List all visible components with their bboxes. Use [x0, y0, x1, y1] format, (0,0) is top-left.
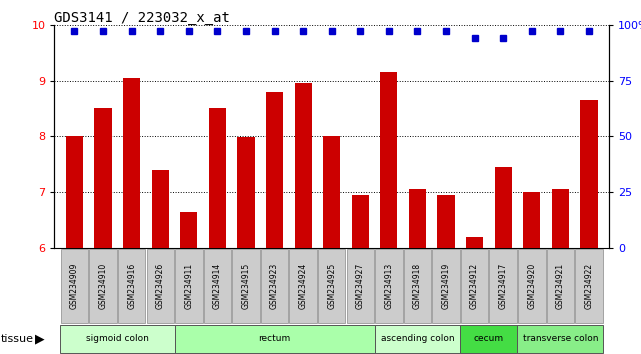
Bar — [437, 195, 454, 248]
FancyBboxPatch shape — [232, 249, 260, 323]
Bar — [180, 212, 197, 248]
Bar — [266, 92, 283, 248]
Text: GSM234914: GSM234914 — [213, 263, 222, 309]
Text: rectum: rectum — [258, 335, 290, 343]
Text: GSM234912: GSM234912 — [470, 263, 479, 309]
Text: GSM234923: GSM234923 — [270, 263, 279, 309]
FancyBboxPatch shape — [89, 249, 117, 323]
Text: GSM234920: GSM234920 — [528, 263, 537, 309]
Text: GSM234909: GSM234909 — [70, 263, 79, 309]
Text: cecum: cecum — [474, 335, 504, 343]
FancyBboxPatch shape — [490, 249, 517, 323]
FancyBboxPatch shape — [374, 325, 460, 353]
Text: ▶: ▶ — [35, 332, 45, 346]
Text: GSM234915: GSM234915 — [242, 263, 251, 309]
Text: GSM234924: GSM234924 — [299, 263, 308, 309]
Text: GDS3141 / 223032_x_at: GDS3141 / 223032_x_at — [54, 11, 230, 25]
FancyBboxPatch shape — [460, 325, 517, 353]
Bar — [237, 137, 254, 248]
Bar — [380, 72, 397, 248]
Bar — [466, 236, 483, 248]
Bar — [523, 192, 540, 248]
FancyBboxPatch shape — [175, 249, 203, 323]
Text: GSM234921: GSM234921 — [556, 263, 565, 309]
FancyBboxPatch shape — [204, 249, 231, 323]
FancyBboxPatch shape — [375, 249, 403, 323]
Bar — [152, 170, 169, 248]
FancyBboxPatch shape — [174, 325, 374, 353]
FancyBboxPatch shape — [547, 249, 574, 323]
Text: ascending colon: ascending colon — [381, 335, 454, 343]
Bar — [495, 167, 512, 248]
Bar — [295, 83, 312, 248]
FancyBboxPatch shape — [290, 249, 317, 323]
Text: GSM234922: GSM234922 — [585, 263, 594, 309]
Text: GSM234918: GSM234918 — [413, 263, 422, 309]
Bar — [352, 195, 369, 248]
Text: GSM234913: GSM234913 — [385, 263, 394, 309]
FancyBboxPatch shape — [432, 249, 460, 323]
Bar — [123, 78, 140, 248]
Bar — [209, 108, 226, 248]
FancyBboxPatch shape — [404, 249, 431, 323]
FancyBboxPatch shape — [60, 325, 174, 353]
FancyBboxPatch shape — [517, 325, 603, 353]
FancyBboxPatch shape — [518, 249, 545, 323]
FancyBboxPatch shape — [61, 249, 88, 323]
Bar — [552, 189, 569, 248]
Text: GSM234927: GSM234927 — [356, 263, 365, 309]
Text: GSM234916: GSM234916 — [127, 263, 136, 309]
Bar — [409, 189, 426, 248]
Text: tissue: tissue — [1, 334, 33, 344]
Text: sigmoid colon: sigmoid colon — [86, 335, 149, 343]
FancyBboxPatch shape — [461, 249, 488, 323]
Text: transverse colon: transverse colon — [522, 335, 598, 343]
Bar — [94, 108, 112, 248]
Text: GSM234919: GSM234919 — [442, 263, 451, 309]
FancyBboxPatch shape — [118, 249, 146, 323]
FancyBboxPatch shape — [147, 249, 174, 323]
Text: GSM234917: GSM234917 — [499, 263, 508, 309]
FancyBboxPatch shape — [261, 249, 288, 323]
Text: GSM234910: GSM234910 — [99, 263, 108, 309]
Text: GSM234926: GSM234926 — [156, 263, 165, 309]
Text: GSM234911: GSM234911 — [185, 263, 194, 309]
Bar — [66, 136, 83, 248]
Text: GSM234925: GSM234925 — [327, 263, 337, 309]
Bar — [580, 100, 597, 248]
FancyBboxPatch shape — [575, 249, 603, 323]
FancyBboxPatch shape — [318, 249, 345, 323]
Bar — [323, 136, 340, 248]
FancyBboxPatch shape — [347, 249, 374, 323]
